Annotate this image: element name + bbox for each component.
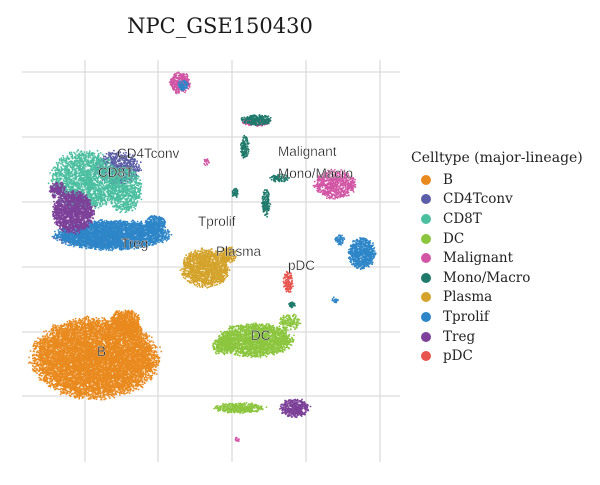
legend-label: Plasma (443, 289, 492, 305)
legend-label: CD8T (443, 211, 482, 227)
cluster-mono-macro-4 (231, 187, 239, 199)
legend-swatch (421, 253, 431, 264)
cluster-dc-2 (278, 313, 302, 331)
legend-item-malignant: Malignant (411, 248, 583, 268)
legend-swatch (421, 331, 431, 342)
legend-item-pdc: pDC (411, 346, 583, 366)
cluster-pdc-0 (282, 270, 294, 293)
series-pdc (282, 270, 294, 293)
cluster-treg-1 (279, 398, 312, 419)
cluster-b-0 (28, 315, 163, 401)
legend-label: Mono/Macro (443, 270, 530, 286)
cluster-label-dc: DC (251, 328, 271, 343)
legend-swatch (421, 233, 431, 244)
series-dc (212, 313, 302, 415)
cluster-labels: CD4Tconv CD8T Treg Tprolif Plasma Malignant Mo… (97, 144, 353, 359)
series-b (28, 309, 163, 401)
cluster-mono-macro-5 (288, 301, 296, 309)
cluster-treg-0 (51, 189, 96, 235)
legend-swatch (421, 194, 431, 205)
legend-swatch (421, 213, 431, 224)
cluster-mono-macro-2 (261, 189, 272, 218)
legend: Celltype (major-lineage) B CD4Tconv CD8T DC… (411, 150, 583, 366)
cluster-plasma-1 (219, 246, 238, 264)
legend-swatch (421, 351, 431, 362)
cluster-label-tprolif: Tprolif (198, 214, 236, 229)
series-mono-macro (231, 114, 296, 309)
cluster-dc-1 (213, 401, 268, 415)
legend-label: Treg (443, 329, 475, 345)
series-tprolif (51, 79, 377, 304)
cluster-tprolif-1 (144, 214, 167, 234)
cluster-tprolif-5 (331, 296, 340, 304)
legend-swatch (421, 311, 431, 322)
legend-item-tprolif: Tprolif (411, 307, 583, 327)
legend-swatch (421, 272, 431, 283)
cluster-mono-macro-1 (240, 134, 250, 159)
cluster-malignant-1 (312, 168, 357, 200)
cluster-label-cd8t: CD8T (98, 165, 133, 180)
scatter-plot: CD4Tconv CD8T Treg Tprolif Plasma Malignant Mo… (22, 60, 400, 462)
legend-item-dc: DC (411, 229, 583, 249)
legend-label: B (443, 172, 453, 188)
legend-label: Tprolif (443, 309, 489, 325)
series-treg (48, 181, 312, 419)
cluster-label-b: B (97, 344, 106, 359)
legend-item-treg: Treg (411, 327, 583, 347)
cluster-label-treg: Treg (121, 236, 148, 251)
cluster-label-plasma: Plasma (216, 244, 262, 259)
cluster-cd8t-1 (107, 166, 143, 214)
legend-label: pDC (443, 348, 473, 364)
grid-lines (22, 60, 400, 462)
legend-item-plasma: Plasma (411, 288, 583, 308)
cluster-b-2 (123, 321, 143, 339)
cluster-label-pdc: pDC (288, 258, 315, 273)
cluster-treg-2 (48, 181, 68, 199)
legend-swatch (421, 174, 431, 185)
cluster-mono-macro-0 (240, 114, 272, 127)
cluster-tprolif-2 (347, 236, 377, 271)
legend-title: Celltype (major-lineage) (411, 150, 583, 166)
cluster-label-malignant: Malignant (278, 144, 337, 159)
cluster-label-mono-macro: Mono/Macro (278, 166, 353, 181)
legend-item-cd4tconv: CD4Tconv (411, 190, 583, 210)
series-plasma (179, 246, 238, 289)
legend-item-b: B (411, 170, 583, 190)
legend-item-cd8t: CD8T (411, 209, 583, 229)
legend-label: Malignant (443, 250, 513, 266)
cluster-dc-0 (217, 322, 295, 359)
cluster-dc-3 (212, 337, 233, 356)
legend-swatch (421, 292, 431, 303)
cluster-tprolif-3 (334, 234, 346, 246)
cluster-plasma-0 (179, 247, 231, 289)
cluster-mono-macro-3 (269, 173, 291, 183)
legend-item-mono-macro: Mono/Macro (411, 268, 583, 288)
data-points (28, 71, 377, 442)
cluster-malignant-3 (203, 158, 211, 167)
legend-label: CD4Tconv (443, 191, 513, 207)
cluster-label-cd4tconv: CD4Tconv (117, 146, 180, 161)
chart-title: NPC_GSE150430 (0, 14, 440, 38)
cluster-tprolif-4 (177, 79, 190, 92)
cluster-malignant-4 (234, 436, 240, 442)
legend-label: DC (443, 231, 464, 247)
